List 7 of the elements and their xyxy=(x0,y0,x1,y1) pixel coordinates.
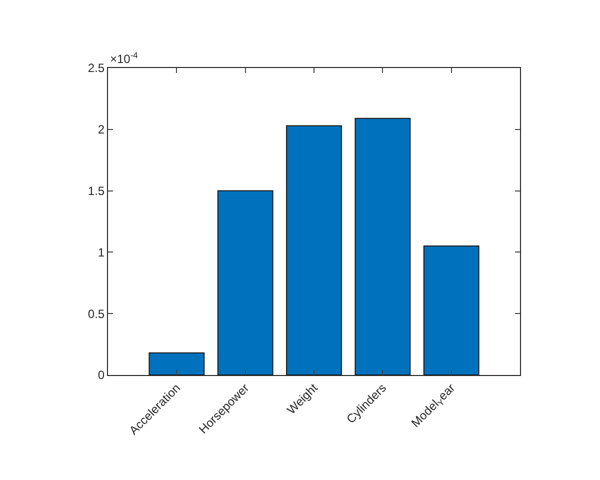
y-tick-label: 2 xyxy=(98,122,105,137)
text: ×10$^{-4}$ xyxy=(110,50,138,66)
y-tick-label: 0.5 xyxy=(88,306,105,321)
y-tick-label: 1.5 xyxy=(88,184,105,198)
y-tick-label: 1 xyxy=(98,245,105,260)
y-tick-label: 2.5 xyxy=(88,61,105,76)
y-tick-label: 0 xyxy=(98,368,105,382)
